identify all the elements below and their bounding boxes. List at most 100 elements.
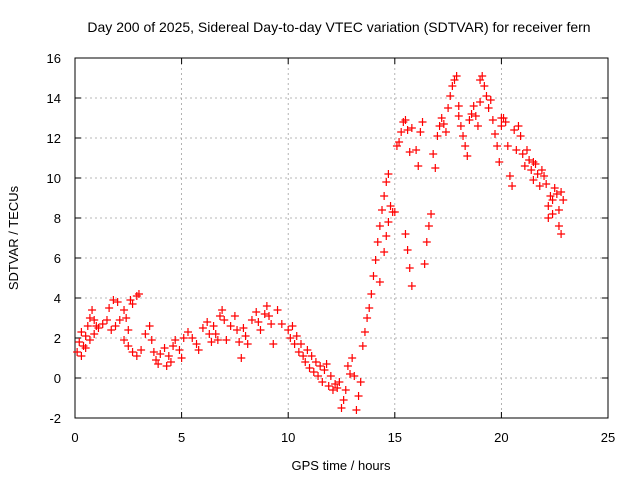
data-point [267, 320, 276, 328]
data-point [463, 152, 472, 160]
data-point [465, 116, 474, 124]
data-point [341, 386, 350, 394]
plot-frame [74, 57, 609, 419]
data-point [503, 142, 512, 150]
data-point [384, 170, 393, 178]
data-point [252, 308, 261, 316]
data-point [514, 122, 523, 130]
data-point [328, 386, 337, 394]
data-point [81, 332, 90, 340]
data-point [164, 352, 173, 360]
data-point [339, 396, 348, 404]
data-point [109, 296, 118, 304]
data-point [141, 330, 150, 338]
data-point [544, 214, 553, 222]
data-point [420, 260, 429, 268]
data-point [90, 316, 99, 324]
data-point [92, 322, 101, 330]
data-point [397, 128, 406, 136]
data-point [175, 346, 184, 354]
y-axis-label: SDTVAR / TECUs [6, 185, 21, 290]
axis-ticks [74, 57, 609, 419]
data-point [132, 352, 141, 360]
data-point [407, 282, 416, 290]
data-point [486, 96, 495, 104]
data-point [424, 222, 433, 230]
data-point [540, 172, 549, 180]
data-point [277, 320, 286, 328]
data-point [301, 358, 310, 366]
data-point [399, 118, 408, 126]
data-point [429, 150, 438, 158]
data-point [137, 346, 146, 354]
data-point [382, 178, 391, 186]
data-point [260, 310, 269, 318]
x-tick-label: 20 [494, 430, 508, 445]
data-point [546, 192, 555, 200]
data-point [501, 118, 510, 126]
data-point [557, 188, 566, 196]
data-point [237, 354, 246, 362]
data-point [307, 352, 316, 360]
data-point [273, 306, 282, 314]
data-point [192, 340, 201, 348]
data-point [160, 344, 169, 352]
y-tick-label: 4 [54, 291, 61, 306]
data-point [354, 392, 363, 400]
data-point [512, 146, 521, 154]
data-point [544, 202, 553, 210]
data-point [403, 246, 412, 254]
data-point [495, 158, 504, 166]
data-point [162, 362, 171, 370]
data-point [467, 110, 476, 118]
data-point [433, 132, 442, 140]
data-point [154, 360, 163, 368]
data-point [529, 176, 538, 184]
data-point [469, 102, 478, 110]
x-tick-label: 10 [281, 430, 295, 445]
data-point [314, 372, 323, 380]
y-tick-labels: -2 0 2 4 6 8 10 12 14 16 [47, 51, 61, 426]
data-point [203, 318, 212, 326]
data-point [235, 338, 244, 346]
data-point [333, 384, 342, 392]
data-point [390, 208, 399, 216]
data-point [405, 264, 414, 272]
y-tick-label: 16 [47, 51, 61, 66]
data-point [73, 348, 82, 356]
data-point [510, 126, 519, 134]
data-point [128, 300, 137, 308]
data-point [77, 352, 86, 360]
data-point [461, 142, 470, 150]
data-point [94, 324, 103, 332]
data-point [269, 340, 278, 348]
data-point [431, 164, 440, 172]
data-point [367, 290, 376, 298]
data-point [459, 132, 468, 140]
data-point [303, 346, 312, 354]
data-point [386, 202, 395, 210]
data-point [412, 146, 421, 154]
data-point [378, 206, 387, 214]
data-point [316, 362, 325, 370]
data-point [452, 72, 461, 80]
data-point [211, 330, 220, 338]
data-point [107, 326, 116, 334]
data-point [81, 344, 90, 352]
data-point [414, 162, 423, 170]
data-point [542, 180, 551, 188]
data-point [484, 104, 493, 112]
data-point [318, 378, 327, 386]
data-point [437, 114, 446, 122]
data-point [427, 210, 436, 218]
data-point [115, 316, 124, 324]
data-point [254, 318, 263, 326]
data-point [384, 218, 393, 226]
data-point [380, 192, 389, 200]
data-point [152, 356, 161, 364]
data-point [124, 342, 133, 350]
data-point [105, 304, 114, 312]
data-point [350, 372, 359, 380]
data-point [401, 116, 410, 124]
